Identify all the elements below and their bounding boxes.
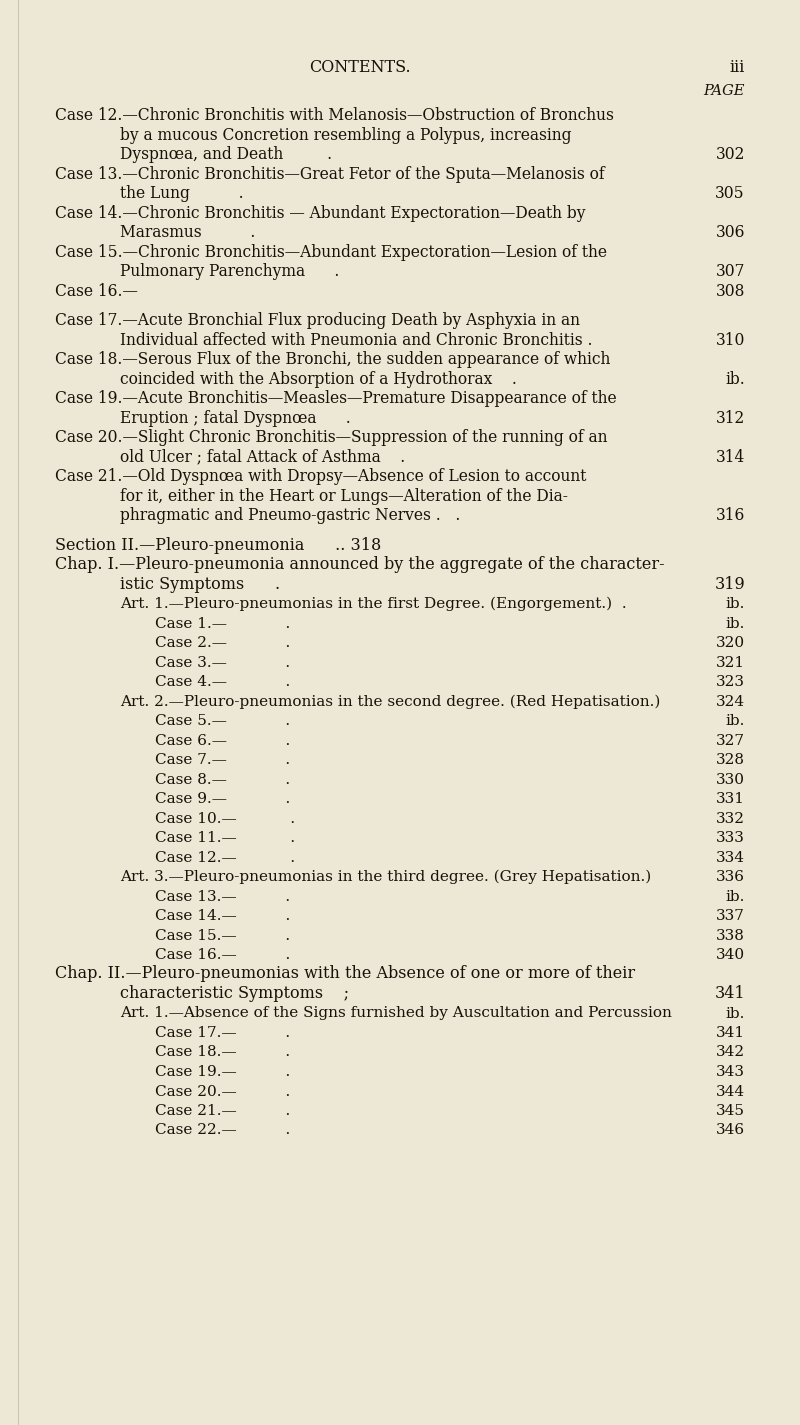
Text: 321: 321 (716, 656, 745, 670)
Text: Case 10.—           .: Case 10.— . (155, 811, 295, 825)
Text: 333: 333 (716, 831, 745, 845)
Text: the Lung          .: the Lung . (120, 185, 244, 202)
Text: CONTENTS.: CONTENTS. (309, 58, 411, 76)
Text: 312: 312 (716, 409, 745, 426)
Text: coincided with the Absorption of a Hydrothorax    .: coincided with the Absorption of a Hydro… (120, 370, 517, 388)
Text: Case 21.—Old Dyspnœa with Dropsy—Absence of Lesion to account: Case 21.—Old Dyspnœa with Dropsy—Absence… (55, 467, 586, 485)
Text: PAGE: PAGE (704, 84, 745, 98)
Text: Case 1.—            .: Case 1.— . (155, 617, 290, 630)
Text: ib.: ib. (726, 597, 745, 611)
Text: Case 11.—           .: Case 11.— . (155, 831, 295, 845)
Text: 343: 343 (716, 1064, 745, 1079)
Text: Case 19.—Acute Bronchitis—Measles—Premature Disappearance of the: Case 19.—Acute Bronchitis—Measles—Premat… (55, 390, 617, 408)
Text: 331: 331 (716, 792, 745, 807)
Text: 337: 337 (716, 909, 745, 923)
Text: istic Symptoms      .: istic Symptoms . (120, 576, 280, 593)
Text: Case 18.—Serous Flux of the Bronchi, the sudden appearance of which: Case 18.—Serous Flux of the Bronchi, the… (55, 351, 610, 368)
Text: 307: 307 (716, 264, 745, 279)
Text: Individual affected with Pneumonia and Chronic Bronchitis .: Individual affected with Pneumonia and C… (120, 332, 593, 349)
Text: Case 17.—          .: Case 17.— . (155, 1026, 290, 1040)
Text: Case 12.—Chronic Bronchitis with Melanosis—Obstruction of Bronchus: Case 12.—Chronic Bronchitis with Melanos… (55, 107, 614, 124)
Text: 314: 314 (716, 449, 745, 466)
Text: Case 15.—          .: Case 15.— . (155, 929, 290, 942)
Text: Chap. II.—Pleuro-pneumonias with the Absence of one or more of their: Chap. II.—Pleuro-pneumonias with the Abs… (55, 966, 635, 982)
Text: Case 17.—Acute Bronchial Flux producing Death by Asphyxia in an: Case 17.—Acute Bronchial Flux producing … (55, 312, 580, 329)
Text: 338: 338 (716, 929, 745, 942)
Text: Dyspnœa, and Death         .: Dyspnœa, and Death . (120, 145, 332, 162)
Text: 316: 316 (716, 507, 745, 524)
Text: Case 6.—            .: Case 6.— . (155, 734, 290, 748)
Text: Case 15.—Chronic Bronchitis—Abundant Expectoration—Lesion of the: Case 15.—Chronic Bronchitis—Abundant Exp… (55, 244, 607, 261)
Text: Pulmonary Parenchyma      .: Pulmonary Parenchyma . (120, 264, 339, 279)
Text: Case 14.—Chronic Bronchitis — Abundant Expectoration—Death by: Case 14.—Chronic Bronchitis — Abundant E… (55, 205, 586, 221)
Text: Case 2.—            .: Case 2.— . (155, 636, 290, 650)
Text: 341: 341 (716, 1026, 745, 1040)
Text: 324: 324 (716, 694, 745, 708)
Text: 320: 320 (716, 636, 745, 650)
Text: Case 14.—          .: Case 14.— . (155, 909, 290, 923)
Text: Case 20.—          .: Case 20.— . (155, 1084, 290, 1099)
Text: ib.: ib. (726, 714, 745, 728)
Text: Section II.—Pleuro-pneumonia      .. 318: Section II.—Pleuro-pneumonia .. 318 (55, 536, 382, 553)
Text: Case 9.—            .: Case 9.— . (155, 792, 290, 807)
Text: 302: 302 (716, 145, 745, 162)
Text: 330: 330 (716, 772, 745, 787)
Text: 336: 336 (716, 871, 745, 884)
Text: Art. 1.—Absence of the Signs furnished by Auscultation and Percussion: Art. 1.—Absence of the Signs furnished b… (120, 1006, 672, 1020)
Text: 319: 319 (714, 576, 745, 593)
Text: by a mucous Concretion resembling a Polypus, increasing: by a mucous Concretion resembling a Poly… (120, 127, 571, 144)
Text: Case 4.—            .: Case 4.— . (155, 675, 290, 690)
Text: 344: 344 (716, 1084, 745, 1099)
Text: iii: iii (730, 58, 745, 76)
Text: 341: 341 (714, 985, 745, 1002)
Text: Case 7.—            .: Case 7.— . (155, 752, 290, 767)
Text: Art. 3.—Pleuro-pneumonias in the third degree. (Grey Hepatisation.): Art. 3.—Pleuro-pneumonias in the third d… (120, 869, 651, 884)
Text: Case 3.—            .: Case 3.— . (155, 656, 290, 670)
Text: ib.: ib. (726, 889, 745, 903)
Text: Marasmus          .: Marasmus . (120, 224, 255, 241)
Text: 323: 323 (716, 675, 745, 690)
Text: Case 16.—          .: Case 16.— . (155, 948, 290, 962)
Text: phragmatic and Pneumo-gastric Nerves .   .: phragmatic and Pneumo-gastric Nerves . . (120, 507, 460, 524)
Text: Eruption ; fatal Dyspnœa      .: Eruption ; fatal Dyspnœa . (120, 409, 350, 426)
Text: 305: 305 (715, 185, 745, 202)
Text: Case 13.—          .: Case 13.— . (155, 889, 290, 903)
Text: 334: 334 (716, 851, 745, 865)
Text: Case 21.—          .: Case 21.— . (155, 1104, 290, 1119)
Text: ib.: ib. (726, 370, 745, 388)
Text: 310: 310 (716, 332, 745, 349)
Text: 306: 306 (715, 224, 745, 241)
Text: for it, either in the Heart or Lungs—Alteration of the Dia-: for it, either in the Heart or Lungs—Alt… (120, 487, 568, 504)
Text: characteristic Symptoms    ;: characteristic Symptoms ; (120, 985, 349, 1002)
Text: 342: 342 (716, 1046, 745, 1060)
Text: 340: 340 (716, 948, 745, 962)
Text: Case 18.—          .: Case 18.— . (155, 1046, 290, 1060)
Text: Case 5.—            .: Case 5.— . (155, 714, 290, 728)
Text: Case 16.—: Case 16.— (55, 282, 138, 299)
Text: Case 20.—Slight Chronic Bronchitis—Suppression of the running of an: Case 20.—Slight Chronic Bronchitis—Suppr… (55, 429, 607, 446)
Text: old Ulcer ; fatal Attack of Asthma    .: old Ulcer ; fatal Attack of Asthma . (120, 449, 406, 466)
Text: 327: 327 (716, 734, 745, 748)
Text: 308: 308 (716, 282, 745, 299)
Text: 345: 345 (716, 1104, 745, 1119)
Text: Case 22.—          .: Case 22.— . (155, 1123, 290, 1137)
Text: ib.: ib. (726, 617, 745, 630)
Text: Case 8.—            .: Case 8.— . (155, 772, 290, 787)
Text: 332: 332 (716, 811, 745, 825)
Text: Art. 1.—Pleuro-pneumonias in the first Degree. (Engorgement.)  .: Art. 1.—Pleuro-pneumonias in the first D… (120, 597, 626, 611)
Text: 328: 328 (716, 752, 745, 767)
Text: Case 12.—           .: Case 12.— . (155, 851, 295, 865)
Text: Case 19.—          .: Case 19.— . (155, 1064, 290, 1079)
Text: Case 13.—Chronic Bronchitis—Great Fetor of the Sputa—Melanosis of: Case 13.—Chronic Bronchitis—Great Fetor … (55, 165, 605, 182)
Text: Chap. I.—Pleuro-pneumonia announced by the aggregate of the character-: Chap. I.—Pleuro-pneumonia announced by t… (55, 556, 665, 573)
Text: 346: 346 (716, 1123, 745, 1137)
Text: Art. 2.—Pleuro-pneumonias in the second degree. (Red Hepatisation.): Art. 2.—Pleuro-pneumonias in the second … (120, 694, 660, 708)
Text: ib.: ib. (726, 1006, 745, 1020)
